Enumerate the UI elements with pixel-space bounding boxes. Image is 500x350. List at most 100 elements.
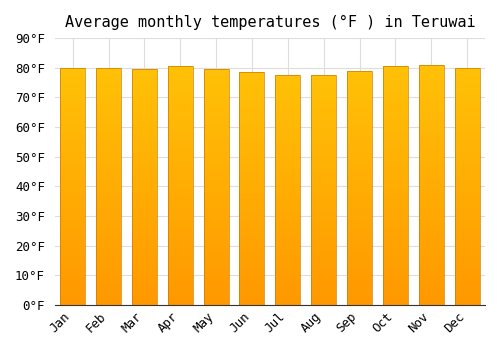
- Bar: [132, 161, 157, 163]
- Bar: [347, 176, 372, 178]
- Bar: [96, 96, 121, 99]
- Bar: [168, 214, 193, 217]
- Bar: [240, 105, 264, 107]
- Bar: [96, 130, 121, 132]
- Bar: [383, 200, 408, 202]
- Bar: [311, 204, 336, 206]
- Bar: [96, 229, 121, 231]
- Bar: [96, 286, 121, 288]
- Bar: [275, 234, 300, 236]
- Bar: [311, 140, 336, 142]
- Bar: [275, 146, 300, 149]
- Bar: [132, 133, 157, 135]
- Bar: [60, 189, 85, 191]
- Bar: [240, 296, 264, 298]
- Bar: [418, 199, 444, 202]
- Bar: [60, 253, 85, 255]
- Bar: [240, 279, 264, 282]
- Bar: [168, 135, 193, 138]
- Bar: [240, 147, 264, 149]
- Bar: [240, 130, 264, 133]
- Bar: [275, 231, 300, 234]
- Bar: [168, 290, 193, 293]
- Bar: [311, 266, 336, 268]
- Bar: [204, 175, 229, 178]
- Bar: [418, 122, 444, 125]
- Bar: [454, 295, 479, 298]
- Bar: [454, 139, 479, 141]
- Bar: [275, 197, 300, 199]
- Bar: [204, 230, 229, 232]
- Bar: [204, 119, 229, 121]
- Bar: [311, 250, 336, 252]
- Bar: [311, 130, 336, 133]
- Bar: [275, 199, 300, 202]
- Bar: [96, 153, 121, 155]
- Bar: [454, 217, 479, 220]
- Bar: [168, 231, 193, 233]
- Bar: [240, 244, 264, 247]
- Bar: [347, 232, 372, 235]
- Bar: [96, 68, 121, 70]
- Bar: [275, 80, 300, 82]
- Bar: [454, 298, 479, 300]
- Bar: [454, 79, 479, 82]
- Bar: [311, 195, 336, 197]
- Bar: [383, 66, 408, 305]
- Bar: [60, 134, 85, 136]
- Bar: [383, 226, 408, 229]
- Bar: [347, 94, 372, 97]
- Bar: [60, 177, 85, 179]
- Bar: [383, 119, 408, 121]
- Bar: [132, 239, 157, 241]
- Bar: [132, 154, 157, 156]
- Bar: [96, 182, 121, 184]
- Bar: [454, 94, 479, 96]
- Bar: [96, 234, 121, 236]
- Bar: [347, 265, 372, 267]
- Bar: [418, 166, 444, 168]
- Bar: [311, 188, 336, 190]
- Bar: [454, 196, 479, 198]
- Bar: [204, 244, 229, 246]
- Bar: [96, 132, 121, 134]
- Bar: [347, 141, 372, 144]
- Bar: [383, 107, 408, 109]
- Bar: [168, 147, 193, 150]
- Bar: [275, 84, 300, 87]
- Bar: [132, 152, 157, 154]
- Bar: [275, 77, 300, 80]
- Bar: [418, 254, 444, 257]
- Bar: [60, 158, 85, 160]
- Bar: [60, 224, 85, 227]
- Bar: [311, 165, 336, 167]
- Bar: [454, 272, 479, 274]
- Bar: [347, 195, 372, 197]
- Bar: [275, 91, 300, 93]
- Bar: [132, 241, 157, 244]
- Bar: [311, 261, 336, 264]
- Bar: [240, 300, 264, 303]
- Bar: [418, 120, 444, 122]
- Bar: [418, 264, 444, 267]
- Bar: [418, 110, 444, 113]
- Bar: [347, 220, 372, 223]
- Bar: [383, 284, 408, 286]
- Bar: [311, 110, 336, 112]
- Bar: [418, 72, 444, 75]
- Bar: [168, 219, 193, 222]
- Bar: [60, 87, 85, 89]
- Bar: [60, 191, 85, 194]
- Bar: [132, 71, 157, 74]
- Bar: [275, 160, 300, 162]
- Bar: [240, 107, 264, 110]
- Bar: [60, 270, 85, 272]
- Bar: [240, 149, 264, 152]
- Bar: [347, 272, 372, 275]
- Bar: [96, 118, 121, 120]
- Bar: [418, 74, 444, 77]
- Bar: [240, 89, 264, 91]
- Bar: [240, 217, 264, 219]
- Bar: [168, 107, 193, 109]
- Bar: [347, 115, 372, 118]
